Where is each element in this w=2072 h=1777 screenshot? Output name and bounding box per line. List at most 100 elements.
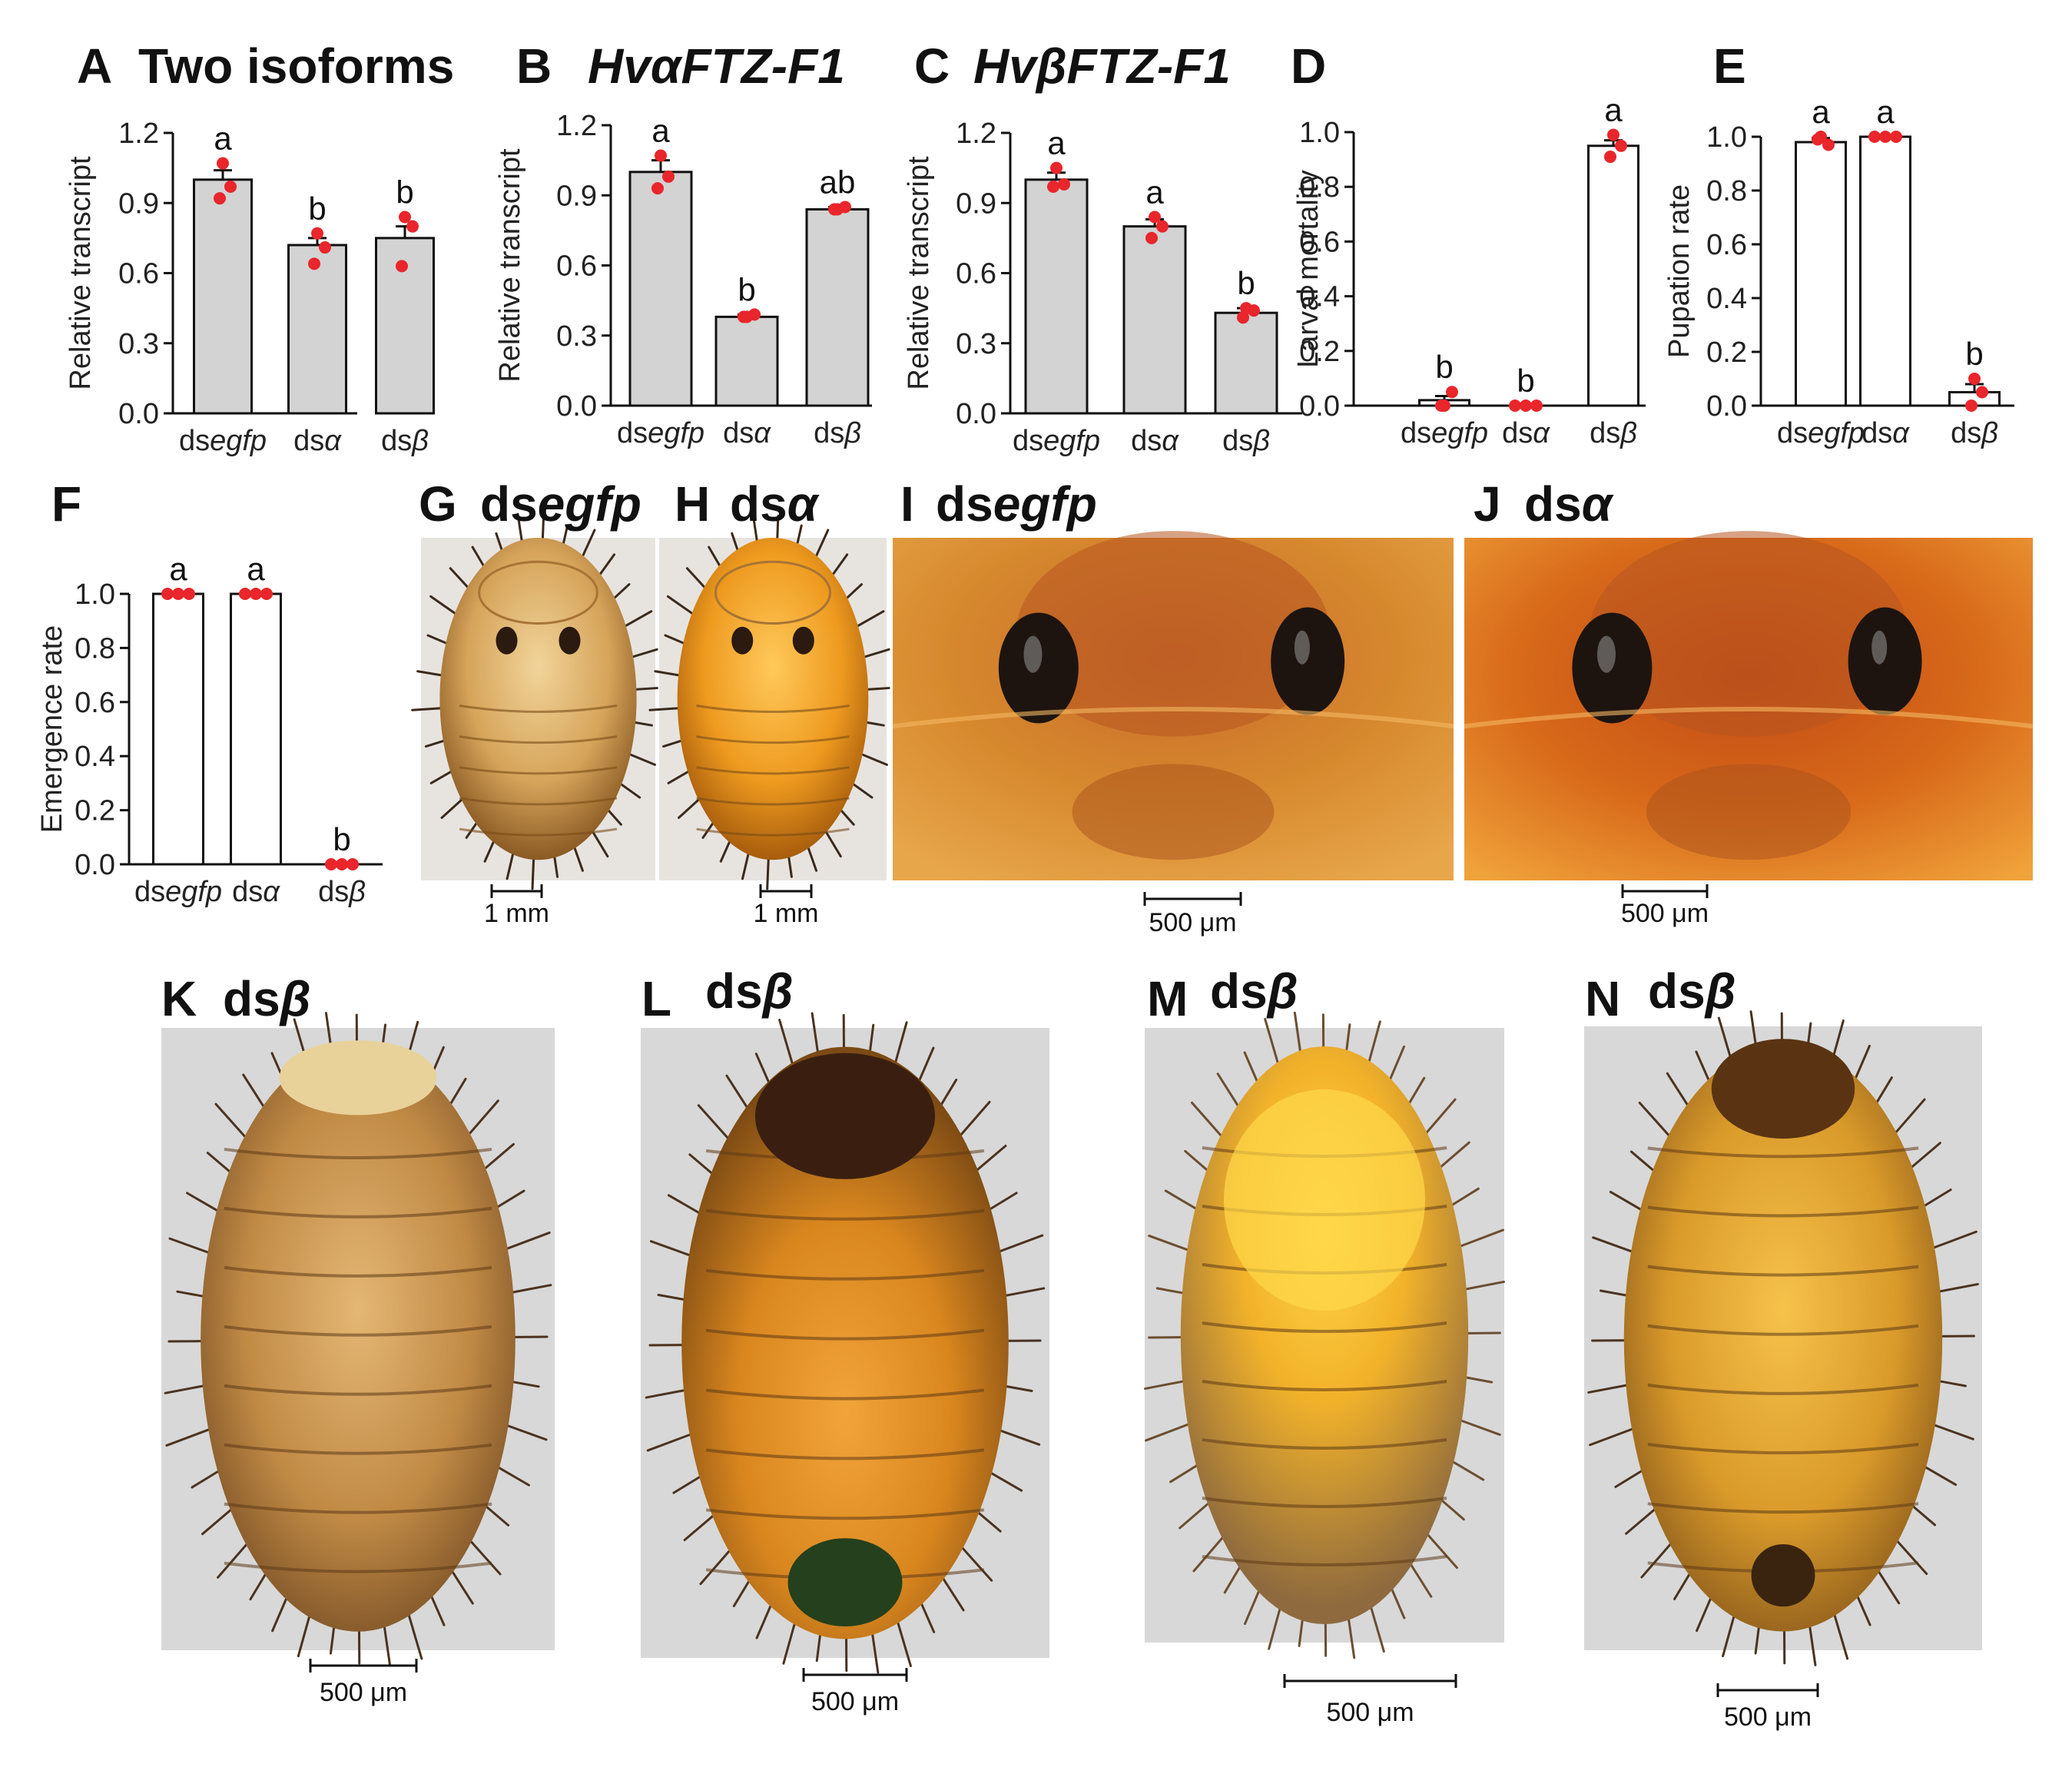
category-label: dsβ (1951, 417, 1998, 449)
data-point (183, 588, 195, 600)
y-tick-label: 0.8 (1706, 175, 1747, 207)
pupa-body (439, 538, 637, 860)
y-tick-label: 0.3 (118, 328, 159, 360)
head-outline (714, 560, 832, 625)
significance-letter: a (169, 551, 187, 587)
y-tick-label: 0.2 (1299, 336, 1340, 368)
bristle (859, 648, 890, 660)
category-prefix: ds (1951, 417, 1981, 449)
y-tick-label: 1.2 (956, 118, 996, 150)
y-tick-label: 0.0 (118, 398, 159, 430)
data-point (250, 588, 262, 600)
y-axis-label: Relative transcript (903, 156, 935, 390)
segment-line (224, 1324, 492, 1337)
eye-spot (1848, 607, 1922, 715)
significance-letter: b (738, 271, 755, 307)
category-label: dsα (1131, 425, 1179, 457)
head-capsule (754, 1053, 936, 1179)
segment-line (459, 827, 618, 837)
bristle (1457, 1280, 1506, 1292)
significance-letter: a (214, 121, 232, 157)
eye-glint (1294, 630, 1310, 665)
y-tick-label: 0.6 (118, 258, 159, 290)
category-prefix: ds (1013, 425, 1043, 457)
segment-line (705, 1328, 985, 1341)
significance-letter: b (1965, 336, 1983, 372)
category-italic: β (844, 417, 861, 449)
category-italic: β (411, 425, 429, 457)
category-label: dsβ (318, 876, 366, 908)
panel-title: dsegfp (936, 476, 1097, 532)
significance-letter: b (308, 191, 326, 227)
bar (1122, 225, 1187, 415)
bristle (852, 610, 885, 630)
y-tick-label: 0.6 (1706, 229, 1747, 261)
panel-label: G (419, 476, 457, 532)
eye-glint (1023, 635, 1043, 673)
segment-line (705, 1508, 985, 1520)
bar (230, 592, 282, 866)
data-point (161, 588, 174, 600)
y-tick-label: 0.6 (1299, 226, 1340, 258)
segment-line (1647, 1443, 1919, 1455)
title-prefix: ds (1524, 476, 1582, 532)
category-prefix: ds (1590, 417, 1620, 449)
bar (1024, 178, 1089, 415)
panel-label: K (161, 971, 197, 1026)
y-tick-label: 0.0 (1299, 390, 1340, 423)
category-italic: β (1981, 417, 1998, 449)
significance-letter: a (1876, 94, 1895, 130)
data-point (1868, 131, 1881, 143)
title-italic: β (1704, 963, 1736, 1019)
y-tick-label: 0.6 (956, 258, 996, 290)
category-prefix: ds (1131, 425, 1162, 457)
bar (287, 244, 347, 415)
segment-line (459, 766, 618, 775)
category-prefix: ds (293, 425, 324, 457)
scale-label: 500 μm (1326, 1698, 1414, 1727)
category-prefix: ds (1861, 417, 1892, 449)
bar (1587, 144, 1639, 407)
category-prefix: ds (617, 417, 648, 449)
title-italic: β (279, 971, 311, 1026)
segment-line (1202, 1321, 1447, 1333)
title-italic: egfp (538, 476, 641, 532)
bar (1214, 311, 1278, 415)
significance-letter: a (1604, 92, 1623, 128)
data-point (1248, 304, 1260, 317)
data-point (406, 220, 419, 233)
bristle (1454, 1417, 1501, 1436)
scale-label: 500 μm (320, 1678, 407, 1707)
data-point (1965, 399, 1978, 412)
data-point (1047, 180, 1059, 193)
bristle (499, 1232, 551, 1253)
category-prefix: ds (814, 417, 844, 449)
data-point (1237, 311, 1249, 324)
category-italic: α (1533, 417, 1550, 449)
bar (152, 592, 204, 866)
eye-spot (496, 626, 518, 655)
panel-label: I (900, 476, 914, 532)
category-label: dsβ (1590, 417, 1637, 449)
category-italic: α (1892, 417, 1910, 449)
bristle (1589, 1424, 1641, 1447)
title-italic: egfp (993, 476, 1097, 532)
segment-line (1647, 1383, 1919, 1395)
segment-line (224, 1384, 492, 1396)
bristle (646, 1431, 699, 1452)
y-tick-label: 0.4 (1706, 283, 1747, 315)
segment-line (705, 1208, 985, 1221)
data-point (399, 211, 411, 224)
category-italic: α (754, 417, 771, 449)
data-point (1607, 128, 1619, 141)
data-point (1156, 220, 1169, 233)
category-prefix: ds (723, 417, 754, 449)
segment-line (224, 1443, 492, 1455)
panel-label: L (641, 971, 671, 1026)
data-point (224, 180, 237, 193)
data-point (1890, 131, 1902, 143)
